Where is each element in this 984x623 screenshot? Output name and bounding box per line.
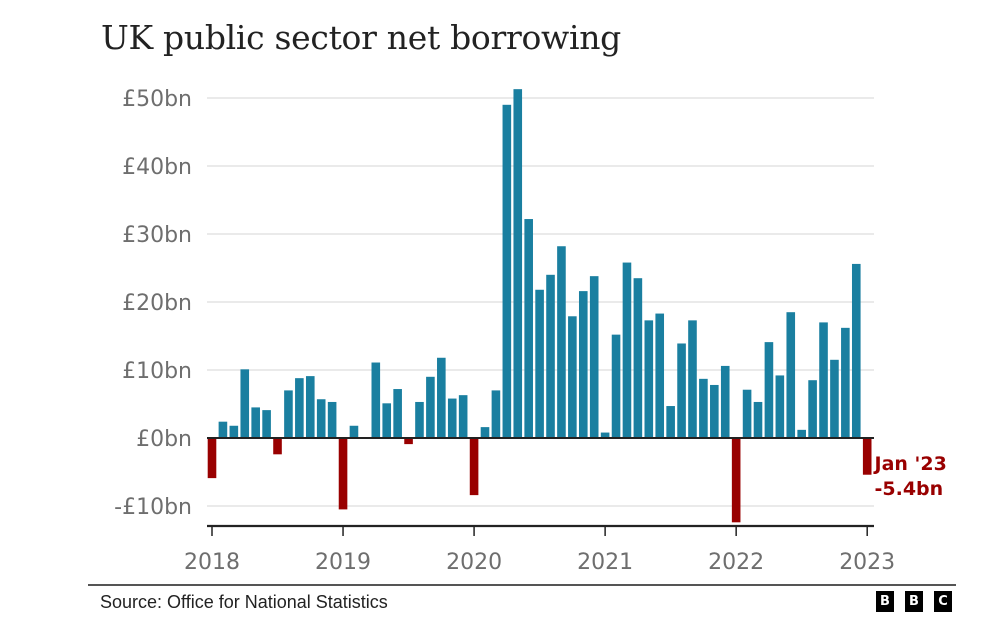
bbc-logo-block: C	[934, 591, 952, 612]
bar	[295, 378, 304, 438]
bar	[742, 389, 752, 438]
bar	[393, 389, 402, 438]
bar	[797, 429, 806, 438]
bar	[218, 421, 228, 438]
bar	[262, 410, 271, 438]
bar	[830, 359, 839, 438]
y-tick-label: -£10bn	[114, 495, 192, 520]
bar	[513, 89, 523, 438]
bbc-logo-block: B	[905, 591, 923, 612]
bar	[731, 438, 741, 523]
y-tick-label: £0bn	[136, 427, 192, 452]
bar	[546, 274, 555, 438]
bar	[426, 376, 435, 438]
annotation-month-label: Jan '23	[873, 453, 947, 475]
x-axis-labels: 2018 2019 2020 2021 2022 2023	[184, 526, 895, 575]
bar	[349, 425, 359, 438]
y-tick-label: £10bn	[122, 359, 192, 384]
bar	[655, 313, 665, 438]
bar	[677, 343, 686, 438]
y-tick-label: £30bn	[122, 223, 192, 248]
bar	[415, 401, 424, 438]
bar	[371, 362, 381, 438]
bar	[458, 395, 468, 438]
y-tick-label: £20bn	[122, 291, 192, 316]
bar	[240, 369, 250, 438]
axes	[207, 437, 874, 528]
bar	[688, 320, 697, 438]
bar	[764, 342, 774, 438]
bar	[578, 291, 588, 438]
source-note: Source: Office for National Statistics	[100, 592, 388, 612]
bar	[589, 276, 599, 438]
bar	[305, 376, 315, 438]
bar	[437, 357, 446, 438]
x-tick-label: 2018	[184, 550, 240, 575]
bar	[841, 327, 850, 438]
bar	[469, 438, 479, 496]
bar	[710, 384, 719, 438]
bar	[382, 403, 392, 438]
bar	[404, 438, 413, 445]
bar	[480, 427, 490, 438]
bar	[753, 401, 763, 438]
bbc-logo: B B C	[876, 591, 952, 612]
y-tick-label: £40bn	[122, 155, 192, 180]
bar	[644, 320, 654, 438]
bars	[207, 89, 872, 523]
bar	[851, 263, 861, 438]
y-axis-labels: -£10bn £0bn £10bn £20bn £30bn £40bn £50bn	[114, 87, 192, 520]
bar	[491, 390, 501, 438]
x-tick-label: 2021	[577, 550, 633, 575]
bar	[229, 425, 239, 438]
annotation: Jan '23 -5.4bn	[873, 453, 947, 500]
chart-title: UK public sector net borrowing	[101, 18, 621, 57]
bar	[611, 334, 621, 438]
bar	[524, 219, 533, 438]
x-tick-label: 2020	[446, 550, 502, 575]
bar	[600, 432, 610, 438]
bar	[273, 438, 282, 455]
bar	[862, 438, 872, 475]
bar	[819, 322, 828, 438]
bar	[502, 104, 512, 439]
bar	[568, 316, 577, 438]
bar	[666, 406, 675, 438]
annotation-value-label: -5.4bn	[875, 478, 944, 500]
bar	[720, 365, 730, 438]
bar	[775, 375, 785, 438]
y-tick-label: £50bn	[122, 87, 192, 112]
bbc-logo-block: B	[876, 591, 894, 612]
footer-divider	[88, 584, 956, 586]
bar	[338, 438, 348, 510]
bar	[447, 398, 457, 438]
bar	[622, 262, 632, 438]
bar	[207, 438, 217, 479]
bar	[327, 401, 337, 438]
x-tick-label: 2019	[315, 550, 371, 575]
bar	[557, 246, 566, 438]
x-tick-label: 2022	[708, 550, 764, 575]
bar	[535, 289, 544, 438]
bar	[316, 399, 326, 438]
x-tick-label: 2023	[839, 550, 895, 575]
bar	[251, 407, 260, 438]
bar	[786, 312, 796, 438]
bar	[699, 378, 708, 438]
bar	[808, 380, 817, 438]
bar	[284, 390, 293, 438]
bar	[633, 278, 643, 438]
